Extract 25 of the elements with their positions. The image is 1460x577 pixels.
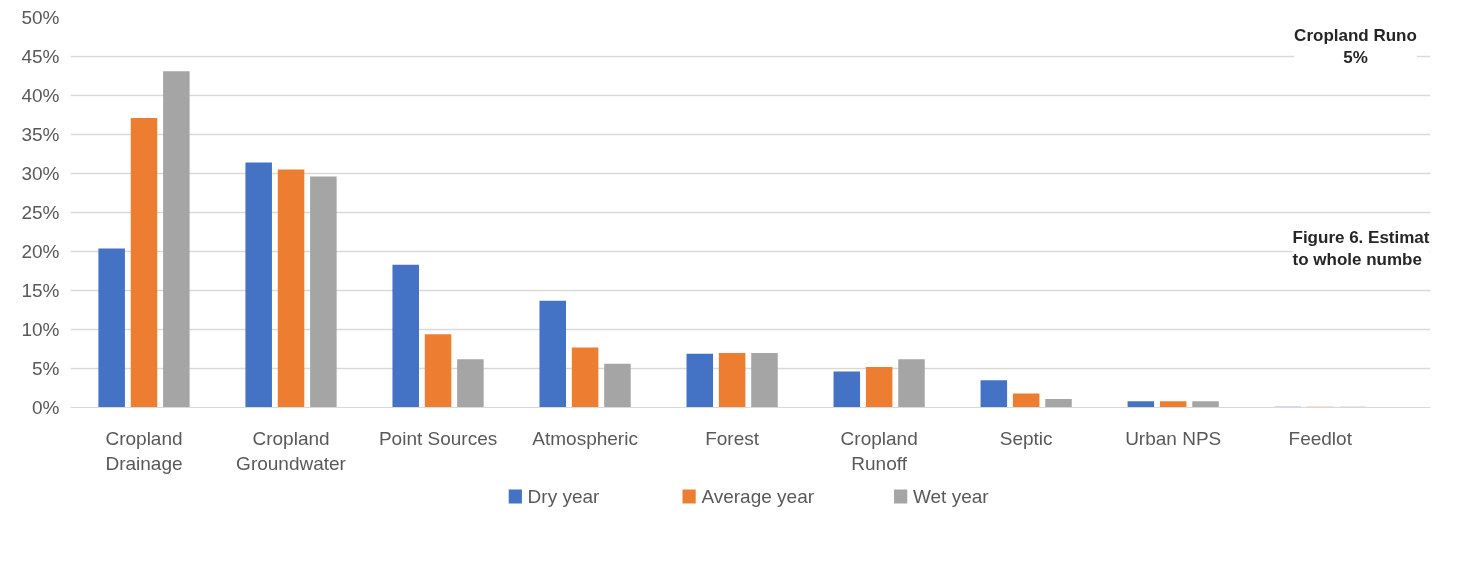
legend-label: Average year [701,486,815,507]
annotation: Cropland Runo 5% [1294,25,1417,68]
legend-label: Wet year [912,486,990,507]
y-tick-label: 10% [21,319,60,340]
x-tick-label: Cropland Drainage [105,427,183,474]
y-tick-label: 35% [21,124,60,145]
y-tick-label: 15% [21,280,60,301]
y-tick-label: 0% [32,397,60,418]
y-tick-label: 30% [21,163,60,184]
x-tick-label: Feedlot [1288,427,1353,449]
annotation: Figure 6. Estimat to whole numbe [1292,227,1430,270]
y-tick-label: 50% [21,7,60,28]
x-tick-label: Urban NPS [1125,427,1222,449]
x-tick-label: Septic [999,427,1053,449]
x-tick-label: Cropland Runoff [840,427,918,474]
y-tick-label: 5% [32,358,60,379]
legend-label: Dry year [527,486,601,507]
x-tick-label: Point Sources [378,427,498,449]
x-tick-label: Cropland Groundwater [236,427,347,474]
y-tick-label: 20% [21,241,60,262]
x-tick-label: Atmospheric [532,427,638,449]
y-tick-label: 25% [21,202,60,223]
y-tick-label: 40% [21,85,60,106]
x-tick-label: Forest [705,427,760,449]
y-tick-label: 45% [21,46,60,67]
